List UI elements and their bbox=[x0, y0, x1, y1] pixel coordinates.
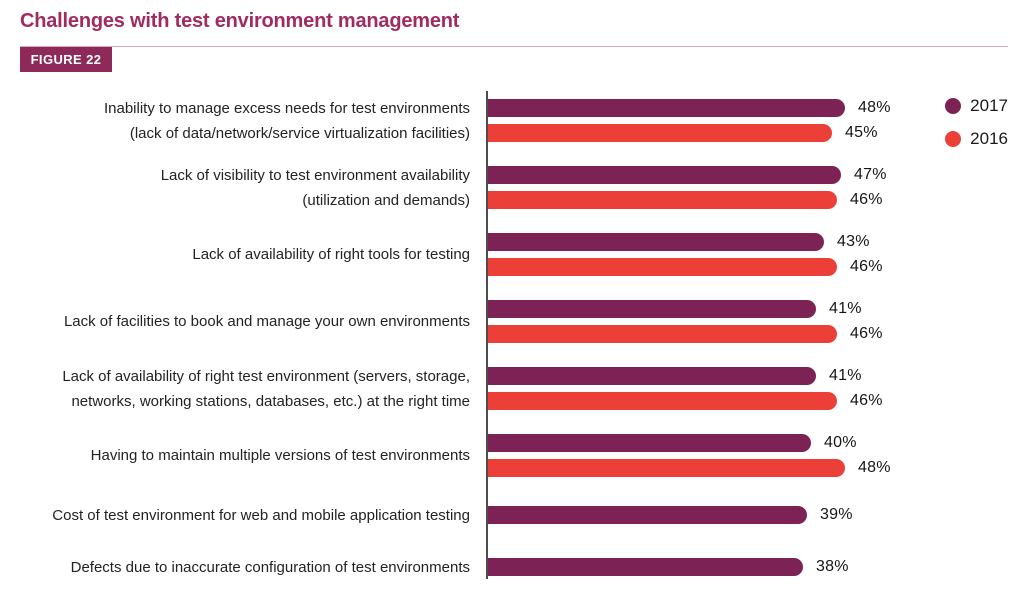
bar-2016 bbox=[488, 459, 845, 477]
value-label: 38% bbox=[816, 558, 849, 575]
category-label-line: Defects due to inaccurate configuration … bbox=[70, 558, 470, 576]
page-title: Challenges with test environment managem… bbox=[20, 10, 460, 32]
bar-line-2017: 41% bbox=[488, 300, 883, 318]
chart-row: Lack of availability of right tools for … bbox=[20, 221, 1008, 288]
bar-2017 bbox=[488, 558, 803, 576]
category-label-line: Inability to manage excess needs for tes… bbox=[103, 99, 470, 117]
figure-badge: FIGURE 22 bbox=[20, 47, 112, 72]
chart-row: Cost of test environment for web and mob… bbox=[20, 489, 1008, 541]
value-label: 43% bbox=[837, 233, 870, 250]
value-label: 40% bbox=[824, 434, 857, 451]
bar-chart: Inability to manage excess needs for tes… bbox=[20, 87, 1008, 593]
bar-group: 41% 46% bbox=[486, 300, 883, 343]
category-label: Lack of visibility to test environment a… bbox=[20, 163, 486, 213]
bar-line-2016: 46% bbox=[488, 258, 883, 276]
category-label: Defects due to inaccurate configuration … bbox=[20, 555, 486, 580]
bar-2017 bbox=[488, 300, 816, 318]
bar-line-2016: 46% bbox=[488, 191, 887, 209]
bar-line-2017: 48% bbox=[488, 99, 891, 117]
legend-dot-2017-icon bbox=[945, 98, 962, 114]
category-label-line: Cost of test environment for web and mob… bbox=[52, 506, 470, 524]
legend-item-2017: 2017 bbox=[945, 96, 1008, 116]
bar-line-2016: 46% bbox=[488, 392, 883, 410]
bar-line-2017: 39% bbox=[488, 506, 853, 524]
bar-group: 39% bbox=[486, 506, 853, 524]
chart-row: Defects due to inaccurate configuration … bbox=[20, 541, 1008, 593]
bar-line-2017: 43% bbox=[488, 233, 883, 251]
bar-group: 48% 45% bbox=[486, 99, 891, 142]
legend-label-2016: 2016 bbox=[970, 129, 1008, 148]
chart-row: Lack of visibility to test environment a… bbox=[20, 154, 1008, 221]
value-label: 39% bbox=[820, 506, 853, 523]
legend-item-2016: 2016 bbox=[945, 129, 1008, 149]
category-label-line: (lack of data/network/service virtualiza… bbox=[129, 124, 470, 142]
category-label-line: Having to maintain multiple versions of … bbox=[90, 447, 470, 464]
bar-2016 bbox=[488, 191, 837, 209]
value-label: 41% bbox=[829, 300, 862, 317]
bar-2016 bbox=[488, 392, 837, 410]
bar-line-2016: 46% bbox=[488, 325, 883, 343]
bar-line-2016: 48% bbox=[488, 459, 891, 477]
chart-row: Lack of facilities to book and manage yo… bbox=[20, 288, 1008, 355]
category-label: Lack of availability of right tools for … bbox=[20, 242, 486, 267]
category-label-line: Lack of availability of right test envir… bbox=[62, 367, 470, 385]
bar-line-2017: 47% bbox=[488, 166, 887, 184]
bar-group: 41% 46% bbox=[486, 367, 883, 410]
value-label: 46% bbox=[850, 392, 883, 409]
bar-2016 bbox=[488, 258, 837, 276]
legend-label-2017: 2017 bbox=[970, 96, 1008, 115]
chart-rows: Inability to manage excess needs for tes… bbox=[20, 87, 1008, 593]
bar-group: 38% bbox=[486, 558, 849, 576]
value-label: 46% bbox=[850, 258, 883, 275]
y-axis-line bbox=[486, 91, 488, 579]
bar-2016 bbox=[488, 325, 837, 343]
category-label: Inability to manage excess needs for tes… bbox=[20, 96, 486, 146]
chart-row: Inability to manage excess needs for tes… bbox=[20, 87, 1008, 154]
category-label: Cost of test environment for web and mob… bbox=[20, 503, 486, 528]
chart-row: Having to maintain multiple versions of … bbox=[20, 422, 1008, 489]
bar-line-2017: 41% bbox=[488, 367, 883, 385]
category-label: Having to maintain multiple versions of … bbox=[20, 443, 486, 468]
chart-row: Lack of availability of right test envir… bbox=[20, 355, 1008, 422]
value-label: 48% bbox=[858, 99, 891, 116]
category-label: Lack of facilities to book and manage yo… bbox=[20, 309, 486, 334]
category-label: Lack of availability of right test envir… bbox=[20, 364, 486, 414]
bar-2017 bbox=[488, 367, 816, 385]
category-label-line: Lack of facilities to book and manage yo… bbox=[63, 313, 470, 330]
bar-group: 40% 48% bbox=[486, 434, 891, 477]
category-label-line: networks, working stations, databases, e… bbox=[71, 392, 470, 410]
bar-group: 47% 46% bbox=[486, 166, 887, 209]
bar-line-2017: 40% bbox=[488, 434, 891, 452]
value-label: 48% bbox=[858, 459, 891, 476]
value-label: 41% bbox=[829, 367, 862, 384]
legend: 2017 2016 bbox=[945, 96, 1008, 149]
value-label: 47% bbox=[854, 166, 887, 183]
bar-2017 bbox=[488, 233, 824, 251]
category-label-line: (utilization and demands) bbox=[302, 191, 470, 209]
legend-dot-2016-icon bbox=[945, 131, 962, 147]
bar-2017 bbox=[488, 506, 807, 524]
bar-2017 bbox=[488, 434, 811, 452]
bar-group: 43% 46% bbox=[486, 233, 883, 276]
bar-line-2017: 38% bbox=[488, 558, 849, 576]
category-label-line: Lack of visibility to test environment a… bbox=[160, 166, 470, 184]
bar-2017 bbox=[488, 166, 841, 184]
value-label: 46% bbox=[850, 191, 883, 208]
bar-2016 bbox=[488, 124, 832, 142]
header-rule: FIGURE 22 bbox=[20, 46, 1008, 72]
bar-line-2016: 45% bbox=[488, 124, 891, 142]
value-label: 45% bbox=[845, 124, 878, 141]
category-label-line: Lack of availability of right tools for … bbox=[192, 246, 470, 263]
value-label: 46% bbox=[850, 325, 883, 342]
bar-2017 bbox=[488, 99, 845, 117]
